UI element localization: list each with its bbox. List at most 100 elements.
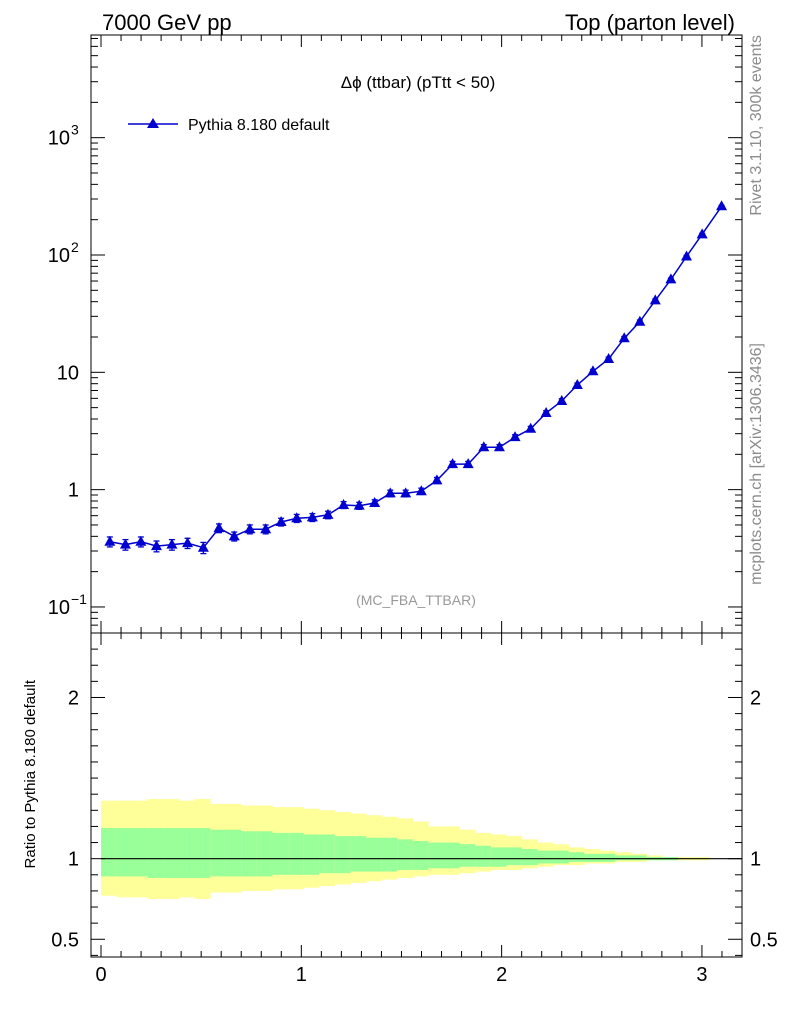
data-point bbox=[213, 522, 225, 533]
inner-band-bin bbox=[256, 831, 273, 877]
data-point bbox=[415, 485, 427, 496]
side-text-top: Rivet 3.1.10, 300k events bbox=[748, 35, 765, 216]
data-point bbox=[556, 394, 568, 405]
side-text-bottom: mcplots.cern.ch [arXiv:1306.3436] bbox=[748, 343, 765, 585]
data-point bbox=[571, 378, 583, 389]
inner-band-bin bbox=[319, 834, 336, 874]
data-point bbox=[649, 294, 661, 305]
inner-band-bin bbox=[225, 829, 242, 877]
data-point bbox=[478, 441, 490, 452]
inner-band-bin bbox=[537, 850, 554, 864]
x-tick-label: 1 bbox=[296, 964, 307, 986]
data-point bbox=[197, 541, 209, 552]
data-point bbox=[716, 200, 728, 211]
data-point bbox=[587, 365, 599, 376]
inner-band-bin bbox=[412, 840, 429, 870]
inner-band-bin bbox=[521, 849, 538, 866]
y-tick-label: 10 bbox=[48, 597, 70, 619]
ratio-frame bbox=[90, 632, 743, 958]
inner-band-bin bbox=[506, 847, 523, 866]
data-point bbox=[244, 523, 256, 534]
ratio-y-tick-label: 1 bbox=[68, 849, 79, 871]
data-point bbox=[634, 315, 646, 326]
inner-band-bin bbox=[553, 850, 570, 864]
x-tick-label: 0 bbox=[95, 964, 106, 986]
ratio-ylabel: Ratio to Pythia 8.180 default bbox=[22, 679, 39, 868]
ratio-y-tick-label-right: 2 bbox=[750, 687, 761, 709]
data-point bbox=[665, 273, 677, 284]
inner-band-bin bbox=[397, 839, 414, 870]
data-point bbox=[119, 538, 131, 549]
data-point bbox=[182, 537, 194, 548]
series-line bbox=[109, 205, 723, 549]
inner-band-bin bbox=[303, 834, 320, 875]
inner-band-bin bbox=[631, 855, 648, 861]
inner-band-bin bbox=[459, 844, 476, 867]
y-tick-label: 1 bbox=[68, 480, 79, 502]
data-point bbox=[338, 498, 350, 509]
data-point bbox=[151, 540, 163, 551]
data-point bbox=[696, 228, 708, 239]
inner-band-bin bbox=[241, 831, 258, 877]
ratio-y-tick-label-right: 1 bbox=[750, 849, 761, 871]
data-point bbox=[369, 496, 381, 507]
y-tick-label-exponent: 3 bbox=[71, 122, 79, 138]
watermark: (MC_FBA_TTBAR) bbox=[356, 592, 476, 608]
inner-band-bin bbox=[350, 836, 367, 872]
inner-band-bin bbox=[288, 832, 305, 875]
inner-band-bin bbox=[568, 852, 585, 862]
main-plot: Δϕ (ttbar) (pTtt < 50) (MC_FBA_TTBAR) 10… bbox=[48, 34, 743, 634]
inner-band-bin bbox=[366, 837, 383, 872]
data-point bbox=[400, 487, 412, 498]
y-tick-label: 10 bbox=[48, 245, 70, 267]
inner-band-bin bbox=[475, 845, 492, 867]
inner-band-bin bbox=[178, 828, 195, 879]
header-right: Top (parton level) bbox=[565, 10, 735, 35]
inner-band-bin bbox=[599, 853, 616, 862]
header-left: 7000 GeV pp bbox=[102, 10, 232, 35]
data-point bbox=[275, 515, 287, 526]
data-point bbox=[540, 407, 552, 418]
ratio-y-tick-label: 0.5 bbox=[51, 929, 79, 951]
inner-band-bin bbox=[443, 842, 460, 869]
inner-band-bin bbox=[147, 828, 164, 879]
inner-band-bin bbox=[194, 828, 211, 879]
ratio-y-tick-label-right: 0.5 bbox=[750, 929, 778, 951]
data-point bbox=[603, 352, 615, 363]
main-series bbox=[104, 200, 728, 555]
ratio-bands bbox=[101, 799, 742, 899]
legend: Pythia 8.180 default bbox=[128, 117, 330, 134]
data-point bbox=[431, 474, 443, 485]
ratio-plot: 0 1 2 3 0.5 0.5 1 1 2 2 Ratio to Pythia 8.180 def… bbox=[22, 632, 778, 986]
legend-label: Pythia 8.180 default bbox=[188, 117, 330, 134]
y-tick-label: 10 bbox=[57, 362, 79, 384]
data-point bbox=[384, 487, 396, 498]
legend-marker bbox=[147, 118, 159, 128]
data-point bbox=[306, 511, 318, 522]
ratio-axes: 0 1 2 3 0.5 0.5 1 1 2 2 bbox=[51, 632, 778, 986]
data-point bbox=[493, 441, 505, 452]
data-point bbox=[525, 422, 537, 433]
data-point bbox=[291, 512, 303, 523]
inner-band-bin bbox=[116, 828, 133, 877]
inner-band-bin bbox=[334, 836, 351, 874]
inner-band-bin bbox=[490, 847, 507, 867]
main-title: Δϕ (ttbar) (pTtt < 50) bbox=[341, 73, 496, 92]
ratio-y-tick-label: 2 bbox=[68, 687, 79, 709]
inner-band-bin bbox=[210, 829, 227, 877]
data-point bbox=[618, 332, 630, 343]
data-point bbox=[260, 523, 272, 534]
y-tick-label-exponent: −1 bbox=[71, 591, 87, 607]
inner-band-bin bbox=[615, 855, 632, 861]
y-tick-label-exponent: 2 bbox=[71, 239, 79, 255]
inner-band-bin bbox=[428, 842, 445, 869]
inner-band-bin bbox=[101, 828, 118, 877]
data-point bbox=[228, 530, 240, 541]
data-point bbox=[104, 535, 116, 546]
data-point bbox=[447, 458, 459, 469]
data-point bbox=[135, 535, 147, 546]
y-tick-label: 10 bbox=[48, 128, 70, 150]
data-point bbox=[509, 431, 521, 442]
inner-band-bin bbox=[584, 853, 601, 862]
